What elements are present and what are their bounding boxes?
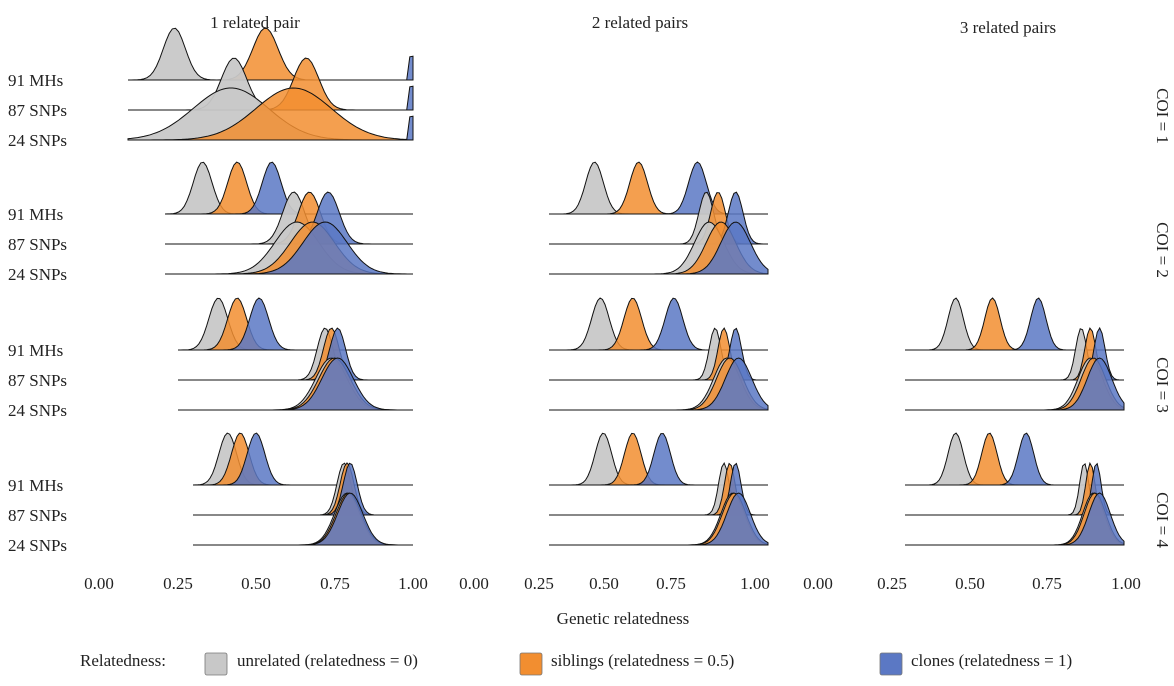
x-tick-label: 0.50 xyxy=(241,574,271,593)
ridge-layer xyxy=(127,27,1125,546)
marker-label: 87 SNPs xyxy=(8,506,67,525)
x-tick-label: 0.75 xyxy=(1032,574,1062,593)
x-tick-label: 1.00 xyxy=(1111,574,1141,593)
x-tick-label: 0.25 xyxy=(163,574,193,593)
marker-label: 24 SNPs xyxy=(8,401,67,420)
x-axis-label: Genetic relatedness xyxy=(557,609,690,628)
marker-label: 24 SNPs xyxy=(8,131,67,150)
marker-label: 87 SNPs xyxy=(8,101,67,120)
density-ridge-clones xyxy=(549,492,769,546)
x-tick-label: 0.50 xyxy=(955,574,985,593)
marker-label: 87 SNPs xyxy=(8,235,67,254)
x-tick-label: 0.75 xyxy=(320,574,350,593)
x-tick-label: 0.00 xyxy=(459,574,489,593)
legend-swatch-clones xyxy=(879,652,903,676)
x-tick-label: 0.25 xyxy=(524,574,554,593)
marker-label: 91 MHs xyxy=(8,205,63,224)
marker-label: 24 SNPs xyxy=(8,265,67,284)
x-tick-label: 0.25 xyxy=(877,574,907,593)
marker-label: 87 SNPs xyxy=(8,371,67,390)
legend-label-clones: clones (relatedness = 1) xyxy=(911,651,1072,670)
density-ridge-unrelated xyxy=(178,297,413,351)
legend-label-unrelated: unrelated (relatedness = 0) xyxy=(237,651,418,670)
facet-label-coi-2: COI = 2 xyxy=(1153,222,1172,278)
legend: Relatedness: unrelated (relatedness = 0)… xyxy=(80,651,1072,676)
x-tick-label: 0.00 xyxy=(803,574,833,593)
marker-label: 91 MHs xyxy=(8,71,63,90)
density-ridge-siblings xyxy=(193,492,413,546)
legend-label-siblings: siblings (relatedness = 0.5) xyxy=(551,651,734,670)
marker-label: 91 MHs xyxy=(8,476,63,495)
column-title-1: 1 related pair xyxy=(210,13,300,32)
facet-label-coi-1: COI = 1 xyxy=(1153,88,1172,144)
x-tick-label: 0.50 xyxy=(589,574,619,593)
density-ridge-clones xyxy=(549,357,769,411)
facet-label-coi-4: COI = 4 xyxy=(1153,492,1172,548)
legend-swatch-unrelated xyxy=(204,652,228,676)
density-ridge-clones xyxy=(549,221,769,275)
density-ridge-clones xyxy=(193,492,413,546)
density-ridge-clones xyxy=(178,357,413,411)
x-tick-label: 0.00 xyxy=(84,574,114,593)
column-title-2: 2 related pairs xyxy=(592,13,688,32)
legend-swatch-siblings xyxy=(519,652,543,676)
marker-label: 24 SNPs xyxy=(8,536,67,555)
legend-title: Relatedness: xyxy=(80,651,166,670)
x-tick-label: 1.00 xyxy=(398,574,428,593)
density-ridge-unrelated xyxy=(193,492,413,546)
x-tick-label: 1.00 xyxy=(740,574,770,593)
column-title-3: 3 related pairs xyxy=(960,18,1056,37)
density-ridge-siblings xyxy=(178,357,413,411)
x-tick-label: 0.75 xyxy=(656,574,686,593)
density-ridge-unrelated xyxy=(178,357,413,411)
marker-label: 91 MHs xyxy=(8,341,63,360)
facet-label-coi-3: COI = 3 xyxy=(1153,357,1172,413)
